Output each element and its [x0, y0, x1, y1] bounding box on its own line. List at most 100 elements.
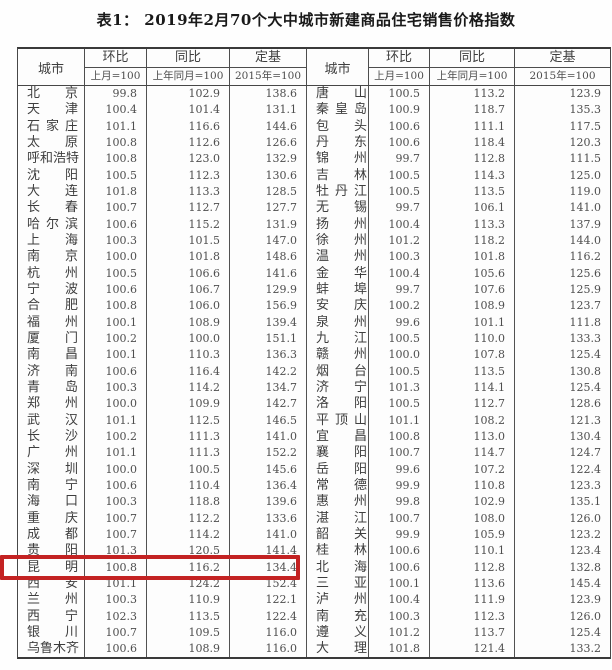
base-value: 125.6 [569, 266, 602, 280]
yoy-value: 114.2 [147, 526, 230, 544]
header-yoy-right: 同比 上年同月=100 [430, 49, 515, 85]
header-mom-base: 上月=100 [90, 70, 141, 82]
base-value: 142.7 [230, 396, 307, 413]
yoy-value: 112.7 [430, 396, 515, 413]
city-name: 长沙 [18, 428, 85, 446]
base-value: 123.9 [569, 593, 602, 607]
base-value: 144.0 [569, 233, 602, 247]
city-name-text: 湛江 [316, 510, 367, 526]
city-name: 平顶山 [307, 412, 369, 429]
city-name-text: 石家庄 [27, 118, 78, 134]
base-value: 141.4 [230, 543, 307, 560]
city-name: 蚌埠 [307, 281, 369, 299]
city-name: 北京 [18, 86, 85, 103]
base-value: 141.0 [569, 201, 602, 215]
city-name: 扬州 [307, 216, 369, 233]
base-value: 151.1 [230, 330, 307, 348]
mom-value: 100.5 [369, 183, 430, 201]
city-name-text: 吉林 [316, 167, 367, 183]
mom-value: 100.2 [369, 298, 430, 315]
yoy-value: 112.8 [430, 151, 515, 168]
city-name: 郑州 [18, 396, 85, 413]
yoy-value: 112.2 [147, 510, 230, 527]
yoy-value: 113.6 [430, 575, 515, 593]
city-name: 桂林 [307, 543, 369, 560]
base-value: 135.1 [569, 495, 602, 509]
city-name-text: 济宁 [316, 379, 367, 395]
table-row: 福州 100.1 108.9 139.4 泉州 99.6 101.1 111.8 [18, 314, 610, 331]
table-row: 上海 100.3 101.5 147.0 徐州 101.2 118.2 144.0 [18, 232, 610, 250]
header-yoy-left: 同比 上年同月=100 [147, 49, 230, 85]
city-name-text: 青岛 [27, 379, 78, 395]
base-value: 137.9 [569, 217, 602, 231]
table-row: 南昌 100.1 110.3 136.3 赣州 100.0 107.8 125.4 [18, 347, 610, 364]
yoy-value: 113.2 [430, 86, 515, 103]
city-name-text: 丹东 [316, 134, 367, 150]
city-name: 上海 [18, 232, 85, 250]
yoy-value: 113.5 [147, 608, 230, 625]
table-body: 北京 99.8 102.9 138.6 唐山 100.5 113.2 123.9 天津 100.4… [0, 86, 610, 658]
city-name-text: 上海 [27, 232, 78, 248]
yoy-value: 112.3 [147, 167, 230, 184]
table-header: 城市 环比 上月=100 同比 上年同月=100 定基 2015年=100 城市… [18, 49, 610, 86]
base-value: 125.9 [569, 282, 602, 296]
mom-value: 100.4 [369, 265, 430, 282]
base-value: 130.8 [569, 364, 602, 378]
mom-value: 100.6 [369, 543, 430, 560]
yoy-value: 106.6 [147, 265, 230, 282]
mom-value: 100.6 [85, 281, 147, 299]
base-value: 125.4 [569, 625, 602, 639]
table-row: 天津 100.4 101.4 131.1 秦皇岛 100.9 118.7 135.3 [18, 102, 610, 119]
base-value: 124.7 [569, 446, 602, 460]
mom-value: 100.9 [369, 102, 430, 119]
city-name-text: 赣州 [316, 347, 367, 363]
city-name-text: 唐山 [316, 86, 367, 101]
city-name: 赣州 [307, 347, 369, 364]
mom-value: 100.8 [85, 298, 147, 315]
header-yoy-label: 同比 [147, 49, 229, 68]
city-name-text: 北京 [27, 86, 78, 101]
city-name-text: 襄阳 [316, 445, 367, 461]
mom-value: 101.3 [85, 543, 147, 560]
base-value: 136.4 [230, 477, 307, 495]
city-name-text: 包头 [316, 118, 367, 134]
mom-value: 100.4 [369, 216, 430, 233]
mom-value: 99.6 [369, 461, 430, 478]
city-name-text: 岳阳 [316, 461, 367, 477]
mom-value: 99.6 [369, 314, 430, 331]
mom-value: 100.6 [369, 134, 430, 152]
mom-value: 99.7 [369, 281, 430, 299]
header-yoy-base: 上年同月=100 [436, 70, 508, 82]
yoy-value: 107.8 [430, 347, 515, 364]
base-value: 133.6 [230, 510, 307, 527]
yoy-value: 101.5 [147, 232, 230, 250]
base-value: 130.4 [569, 429, 602, 443]
header-mom-label: 环比 [369, 49, 429, 68]
city-name: 湛江 [307, 510, 369, 527]
base-value: 128.6 [569, 397, 602, 411]
city-name-text: 金华 [316, 265, 367, 281]
table-row: 青岛 100.3 114.2 134.7 济宁 101.3 114.1 125.4 [18, 379, 610, 397]
city-name-text: 贵阳 [27, 543, 78, 559]
city-name-text: 锦州 [316, 151, 367, 167]
base-value: 123.3 [569, 478, 602, 492]
yoy-value: 111.3 [147, 428, 230, 446]
table-row: 重庆 100.7 112.2 133.6 湛江 100.7 108.0 126.0 [18, 510, 610, 527]
header-base-left: 定基 2015年=100 [230, 49, 307, 85]
city-name-text: 西宁 [27, 608, 78, 624]
city-name: 沈阳 [18, 167, 85, 184]
header-base-right: 定基 2015年=100 [515, 49, 610, 85]
city-name: 包头 [307, 118, 369, 135]
base-value: 123.9 [569, 87, 602, 100]
table-row: 长春 100.7 112.7 127.7 无锡 99.7 106.1 141.0 [18, 200, 610, 217]
yoy-value: 102.9 [430, 494, 515, 511]
table-row: 大连 101.8 113.3 128.5 牡丹江 100.5 113.5 119.0 [18, 183, 610, 201]
mom-value: 100.1 [85, 314, 147, 331]
city-name-text: 泸州 [316, 592, 367, 608]
base-value: 127.7 [230, 200, 307, 217]
mom-value: 100.0 [85, 249, 147, 266]
mom-value: 100.7 [85, 526, 147, 544]
yoy-value: 120.5 [147, 543, 230, 560]
yoy-value: 101.8 [147, 249, 230, 266]
city-name: 昆明 [18, 559, 85, 576]
